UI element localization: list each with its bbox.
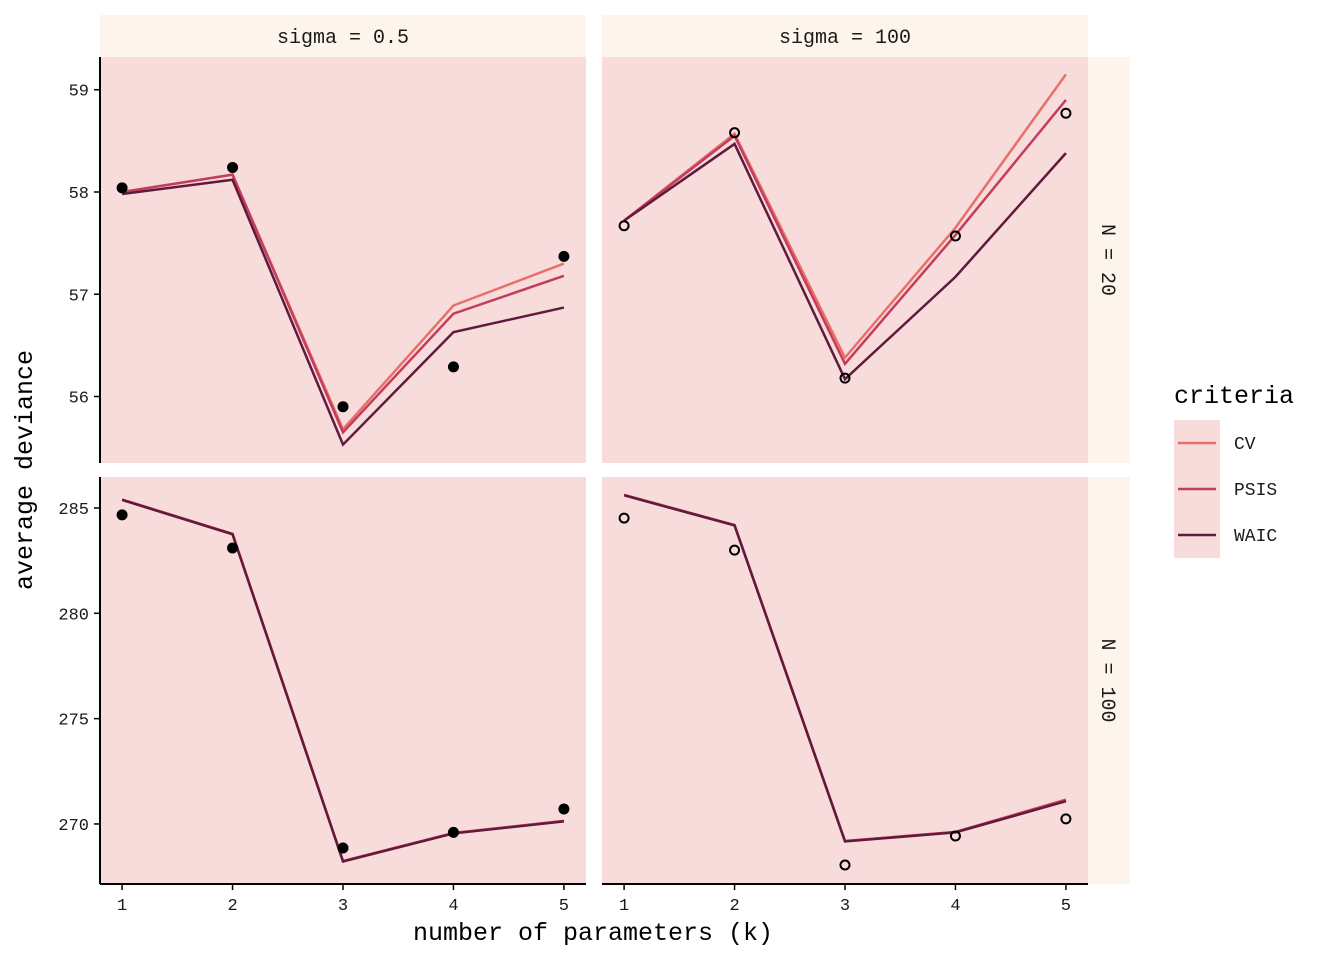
legend-title: criteria — [1174, 382, 1294, 411]
data-point — [949, 830, 961, 842]
legend-label: CV — [1234, 435, 1256, 455]
data-point — [116, 509, 128, 521]
series-line-psis — [121, 173, 565, 435]
panel-background — [100, 57, 586, 463]
panel-background — [602, 477, 1088, 884]
column-strip-label: sigma = 0.5 — [277, 27, 409, 50]
data-point — [116, 182, 128, 194]
y-tick-label: 57 — [69, 287, 89, 306]
row-strip-label: N = 20 — [1095, 224, 1118, 296]
x-tick-label: 1 — [117, 897, 127, 916]
x-tick-label: 3 — [338, 897, 348, 916]
data-point — [447, 361, 459, 373]
x-axis-title: number of parameters (k) — [413, 919, 773, 948]
panel-background — [602, 57, 1088, 463]
y-tick-label: 275 — [58, 712, 89, 731]
data-point — [227, 161, 239, 173]
data-point — [729, 544, 741, 556]
data-point — [337, 401, 349, 413]
y-tick-label: 56 — [69, 390, 89, 409]
legend-label: PSIS — [1234, 481, 1277, 501]
data-point — [618, 220, 630, 232]
data-point — [1060, 813, 1072, 825]
row-strip — [1088, 57, 1130, 463]
column-strip — [602, 15, 1088, 57]
y-axis-title: average deviance — [11, 350, 40, 590]
y-tick-label: 59 — [69, 83, 89, 102]
x-tick-label: 4 — [950, 897, 960, 916]
x-tick-label: 2 — [227, 897, 237, 916]
data-point — [337, 842, 349, 854]
data-point — [618, 512, 630, 524]
data-point — [558, 803, 570, 815]
y-tick-label: 58 — [69, 185, 89, 204]
data-point — [447, 826, 459, 838]
data-point — [227, 542, 239, 554]
x-tick-label: 2 — [729, 897, 739, 916]
series-line-psis — [623, 99, 1067, 367]
series-line-waic — [121, 178, 565, 447]
series-line-waic — [623, 494, 1067, 843]
data-point — [558, 250, 570, 262]
legend-label: WAIC — [1234, 527, 1277, 547]
panel-background — [100, 477, 586, 884]
y-tick-label: 285 — [58, 501, 89, 520]
data-point — [949, 230, 961, 242]
row-strip-label: N = 100 — [1095, 638, 1118, 722]
x-tick-label: 4 — [448, 897, 458, 916]
row-strip — [1088, 477, 1130, 884]
data-point — [1060, 107, 1072, 119]
series-line-waic — [623, 142, 1067, 382]
x-tick-label: 5 — [1061, 897, 1071, 916]
column-strip — [100, 15, 586, 57]
series-line-waic — [121, 498, 565, 863]
data-point — [839, 859, 851, 871]
y-tick-label: 280 — [58, 606, 89, 625]
x-tick-label: 5 — [559, 897, 569, 916]
x-tick-label: 1 — [619, 897, 629, 916]
y-tick-label: 270 — [58, 817, 89, 836]
x-tick-label: 3 — [840, 897, 850, 916]
column-strip-label: sigma = 100 — [779, 27, 911, 50]
data-point — [729, 127, 741, 139]
data-point — [839, 372, 851, 384]
